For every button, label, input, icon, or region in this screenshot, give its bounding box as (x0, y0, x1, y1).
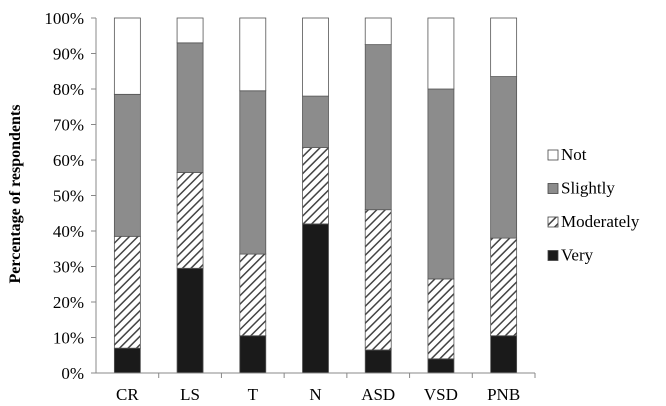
x-tick-label: VSD (424, 385, 458, 404)
bar-segment-very (239, 335, 267, 374)
y-tick-label: 10% (53, 329, 84, 348)
bar-segment-very (490, 335, 518, 374)
x-axis-tick-labels: CR LS T N ASD VSD PNB (116, 373, 536, 404)
y-tick-label: 30% (53, 258, 84, 277)
x-tick-label: ASD (361, 385, 395, 404)
legend-label-moderately: Moderately (561, 212, 640, 231)
legend-swatch-slightly (547, 183, 559, 194)
bar-segment-moderately (427, 278, 455, 360)
bar-segment-very (364, 349, 392, 374)
x-tick-label: N (309, 385, 321, 404)
legend-label-not: Not (561, 145, 587, 164)
legend-swatch-not (547, 149, 559, 161)
bar-segment-slightly (302, 95, 329, 148)
bar-segment-not (113, 17, 141, 95)
legend-label-slightly: Slightly (561, 179, 615, 198)
legend: Not Slightly Moderately Very (547, 145, 640, 265)
bar-segment-not (427, 17, 455, 90)
bar-segment-very (427, 358, 455, 374)
y-tick-label: 0% (61, 364, 84, 383)
bar-segment-very (302, 223, 329, 374)
bar-segment-moderately (302, 147, 329, 225)
bar-segment-slightly (427, 88, 455, 280)
bar-segment-not (176, 17, 204, 44)
x-tick-label: PNB (487, 385, 520, 404)
bar-segment-not (239, 17, 267, 92)
y-tick-label: 70% (53, 116, 84, 135)
bar-segment-slightly (176, 42, 204, 173)
bar-stacks (113, 17, 518, 374)
bar-segment-slightly (113, 93, 141, 237)
bar-segment-not (364, 17, 392, 46)
bar-segment-slightly (490, 76, 518, 239)
bar-segment-moderately (176, 172, 204, 269)
bar-segment-very (176, 267, 204, 374)
bar-segment-not (302, 17, 329, 97)
y-axis-title: Percentage of respondents (7, 105, 24, 284)
x-tick-label: CR (116, 385, 139, 404)
legend-swatch-moderately (547, 216, 559, 228)
y-axis-tick-labels: 0% 10% 20% 30% 40% 50% 60% 70% 80% 90% 100% (44, 9, 84, 383)
y-tick-label: 50% (53, 187, 84, 206)
legend-swatch-very (547, 250, 559, 261)
bar-segment-moderately (239, 253, 267, 337)
y-axis-ticks (91, 17, 96, 374)
bar-segment-very (113, 347, 141, 374)
y-tick-label: 90% (53, 45, 84, 64)
legend-label-very: Very (561, 246, 594, 265)
bar-segment-slightly (364, 44, 392, 211)
y-tick-label: 40% (53, 222, 84, 241)
bar-segment-moderately (490, 237, 518, 337)
bar-segment-not (490, 17, 518, 77)
bar-segment-slightly (239, 90, 267, 255)
x-tick-label: T (248, 385, 259, 404)
y-tick-label: 100% (44, 9, 84, 28)
bar-segment-moderately (113, 235, 141, 349)
x-tick-label: LS (180, 385, 200, 404)
y-tick-label: 80% (53, 80, 84, 99)
y-tick-label: 60% (53, 151, 84, 170)
y-tick-label: 20% (53, 293, 84, 312)
bar-segment-moderately (364, 209, 392, 351)
